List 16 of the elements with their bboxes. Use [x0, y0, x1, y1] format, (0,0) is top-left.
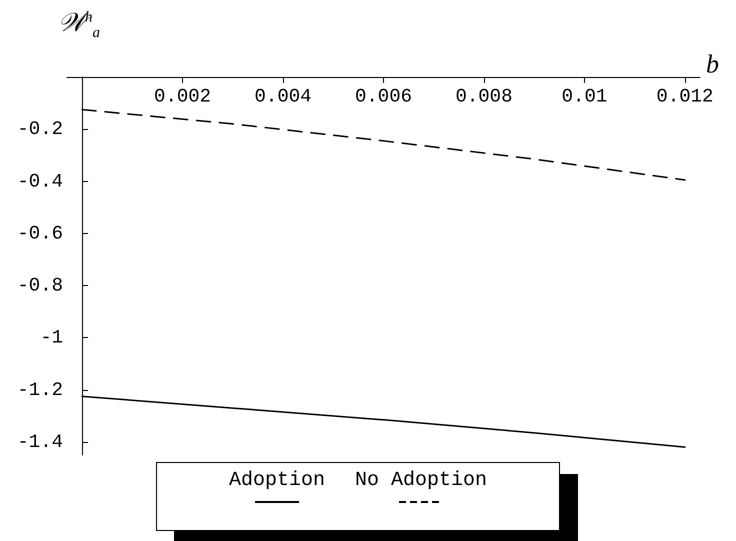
x-tick-label: 0.008 [455, 86, 512, 108]
text: Adoption [228, 469, 325, 492]
y-tick-label: -0.2 [17, 118, 63, 140]
x-tick-label: 0.006 [354, 86, 412, 108]
text: No Adoption [354, 469, 488, 492]
y-tick-label: -0.6 [17, 222, 63, 244]
x-tick-label: 0.01 [562, 86, 608, 108]
y-tick-label: -1.4 [17, 430, 63, 453]
x-axis-title: b [706, 50, 719, 78]
x-tick-label: 0.004 [254, 86, 312, 108]
x-tick-label: 0.002 [154, 86, 212, 108]
y-tick-label: -0.8 [17, 274, 63, 297]
x-tick-label: 0.012 [656, 86, 714, 108]
y-tick-label: -0.4 [17, 170, 63, 192]
y-tick-label: -1 [40, 326, 63, 349]
y-tick-label: -1.2 [17, 378, 63, 401]
